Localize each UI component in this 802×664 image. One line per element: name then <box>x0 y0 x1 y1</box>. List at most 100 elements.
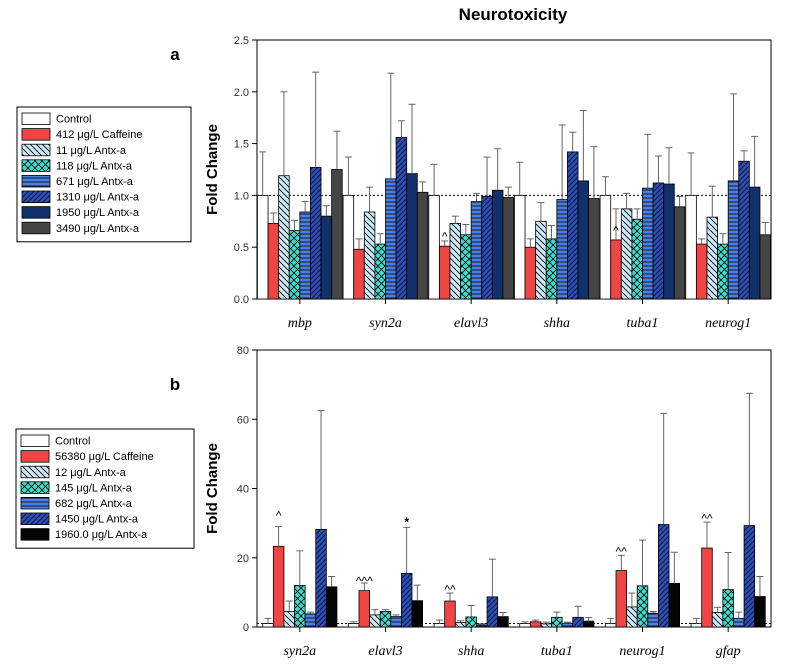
plot-frame <box>256 349 772 628</box>
bar-tuba1-control <box>519 623 531 628</box>
bar-tuba1-56380-g-l-caffeine <box>529 621 542 628</box>
legend-swatch-682-g-l-antx-a <box>20 496 50 510</box>
legend-label-1450-g-l-antx-a: 1450 μg/L Antx-a <box>55 514 139 526</box>
bar-shha-control <box>514 194 526 300</box>
bar-elavl3-control <box>428 194 440 300</box>
legend-swatch-56380-g-l-caffeine <box>20 450 50 463</box>
bar-shha-1950-g-l-antx-a <box>577 180 590 300</box>
bar-neurog1-145-g-l-antx-a <box>636 585 649 628</box>
bar-neurog1-1950-g-l-antx-a <box>748 186 761 300</box>
bar-neurog1-control <box>685 194 697 300</box>
bar-elavl3-1450-g-l-antx-a <box>400 572 413 628</box>
bar-neurog1-682-g-l-antx-a <box>647 612 659 628</box>
bar-gfap-control <box>690 623 703 628</box>
panel-a: a Fold Change 0.0 0.5 1.0 1.5 2.0 2.5 mbp syn2a el… <box>16 35 772 331</box>
legend-label-1950-g-l-antx-a: 1950 μg/L Antx-a <box>56 207 140 219</box>
bar-syn2a-56380-g-l-caffeine <box>272 545 285 628</box>
y-tick-label: 2.0 <box>234 87 249 99</box>
legend-label-145-g-l-antx-a: 145 μg/L Antx-a <box>55 482 133 494</box>
bar-tuba1-682-g-l-antx-a <box>561 622 574 628</box>
bar-tuba1-12-g-l-antx-a <box>540 623 552 628</box>
y-tick-label: 80 <box>237 345 249 357</box>
legend-label-1310-g-l-antx-a: 1310 μg/L Antx-a <box>56 192 140 204</box>
y-tick-label: 20 <box>237 553 249 565</box>
x-tick-label-neurog1: neurog1 <box>705 316 751 331</box>
bar-mbp-1950-g-l-antx-a <box>320 215 333 300</box>
bar-neurog1-118-g-l-antx-a <box>717 243 729 300</box>
bar-mbp-3490-g-l-antx-a <box>331 169 343 300</box>
bar-elavl3-control <box>347 623 360 628</box>
legend-label-671-g-l-antx-a: 671 μg/L Antx-a <box>56 176 134 188</box>
bar-tuba1-145-g-l-antx-a <box>551 616 563 628</box>
x-tick-label-mbp: mbp <box>288 316 312 331</box>
bar-neurog1-1310-g-l-antx-a <box>738 160 750 300</box>
significance-marker: ^^ <box>616 545 628 559</box>
bar-syn2a-682-g-l-antx-a <box>304 613 317 628</box>
plot-frame <box>256 39 772 300</box>
bar-elavl3-56380-g-l-caffeine <box>358 590 371 628</box>
bar-neurog1-671-g-l-antx-a <box>727 180 740 300</box>
bar-syn2a-118-g-l-antx-a <box>374 243 386 300</box>
bar-gfap-1960-0-g-l-antx-a <box>754 596 766 628</box>
bar-shha-412-g-l-caffeine <box>524 246 537 300</box>
bar-neurog1-12-g-l-antx-a <box>626 606 638 628</box>
bar-syn2a-1950-g-l-antx-a <box>406 173 418 300</box>
legend-swatch-1960-0-g-l-antx-a <box>20 528 50 541</box>
bar-neurog1-11-g-l-antx-a <box>706 216 718 300</box>
bar-elavl3-3490-g-l-antx-a <box>502 197 514 300</box>
legend-swatch-145-g-l-antx-a <box>20 481 50 494</box>
bar-syn2a-control <box>262 623 274 628</box>
legend-label-3490-g-l-antx-a: 3490 μg/L Antx-a <box>56 223 140 235</box>
legend-swatch-12-g-l-antx-a <box>20 465 50 479</box>
bar-shha-118-g-l-antx-a <box>545 238 558 300</box>
panel-label: b <box>170 375 180 394</box>
bar-shha-145-g-l-antx-a <box>465 616 477 628</box>
bar-mbp-1310-g-l-antx-a <box>310 167 322 300</box>
bar-shha-11-g-l-antx-a <box>535 220 547 300</box>
y-tick-label: 0.5 <box>234 242 249 254</box>
bar-elavl3-1960-0-g-l-antx-a <box>411 600 424 628</box>
bar-mbp-118-g-l-antx-a <box>288 230 301 300</box>
bar-tuba1-1950-g-l-antx-a <box>663 183 675 300</box>
panel-b: b Fold Change 0 20 40 60 80 syn2a elavl3 shha tuba… <box>15 345 772 659</box>
legend-swatch-412-g-l-caffeine <box>21 128 51 141</box>
figure-title: Neurotoxicity <box>459 5 568 24</box>
bar-syn2a-3490-g-l-antx-a <box>416 191 429 300</box>
bar-shha-1310-g-l-antx-a <box>567 151 579 300</box>
bar-syn2a-671-g-l-antx-a <box>385 178 397 300</box>
bar-shha-56380-g-l-caffeine <box>444 600 456 628</box>
legend-label-56380-g-l-caffeine: 56380 μg/L Caffeine <box>55 451 154 463</box>
bar-elavl3-1310-g-l-antx-a <box>481 196 493 300</box>
legend-label-12-g-l-antx-a: 12 μg/L Antx-a <box>55 467 127 479</box>
legend-label-control: Control <box>55 436 90 448</box>
significance-marker: ^ <box>442 230 448 244</box>
bar-syn2a-412-g-l-caffeine <box>353 248 365 300</box>
y-axis-label: Fold Change <box>204 124 221 215</box>
legend-label-control: Control <box>56 114 91 126</box>
y-tick-label: 1.0 <box>234 190 249 202</box>
bar-syn2a-1960-0-g-l-antx-a <box>325 586 338 628</box>
y-tick-label: 40 <box>237 484 249 496</box>
legend-swatch-671-g-l-antx-a <box>21 174 51 188</box>
x-tick-label-shha: shha <box>544 316 570 331</box>
significance-marker: ^^ <box>701 512 713 526</box>
significance-marker: ^^ <box>444 583 456 597</box>
x-tick-label-syn2a: syn2a <box>283 644 316 659</box>
bar-elavl3-671-g-l-antx-a <box>470 201 483 300</box>
legend-swatch-3490-g-l-antx-a <box>21 221 51 235</box>
y-tick-label: 2.5 <box>234 35 249 47</box>
significance-marker: * <box>404 515 409 529</box>
x-tick-label-elavl3: elavl3 <box>454 316 488 331</box>
bar-shha-12-g-l-antx-a <box>454 622 467 628</box>
bar-tuba1-3490-g-l-antx-a <box>673 206 686 300</box>
x-tick-label-syn2a: syn2a <box>369 316 402 331</box>
bar-tuba1-118-g-l-antx-a <box>631 218 643 300</box>
bar-elavl3-145-g-l-antx-a <box>379 611 392 628</box>
bar-mbp-control <box>257 194 269 300</box>
bar-shha-671-g-l-antx-a <box>556 199 568 300</box>
y-tick-label: 0.0 <box>234 294 249 306</box>
bar-syn2a-145-g-l-antx-a <box>294 585 306 628</box>
y-tick-label: 0 <box>243 622 249 634</box>
bar-neurog1-412-g-l-caffeine <box>695 243 708 300</box>
y-tick-label: 60 <box>237 414 249 426</box>
